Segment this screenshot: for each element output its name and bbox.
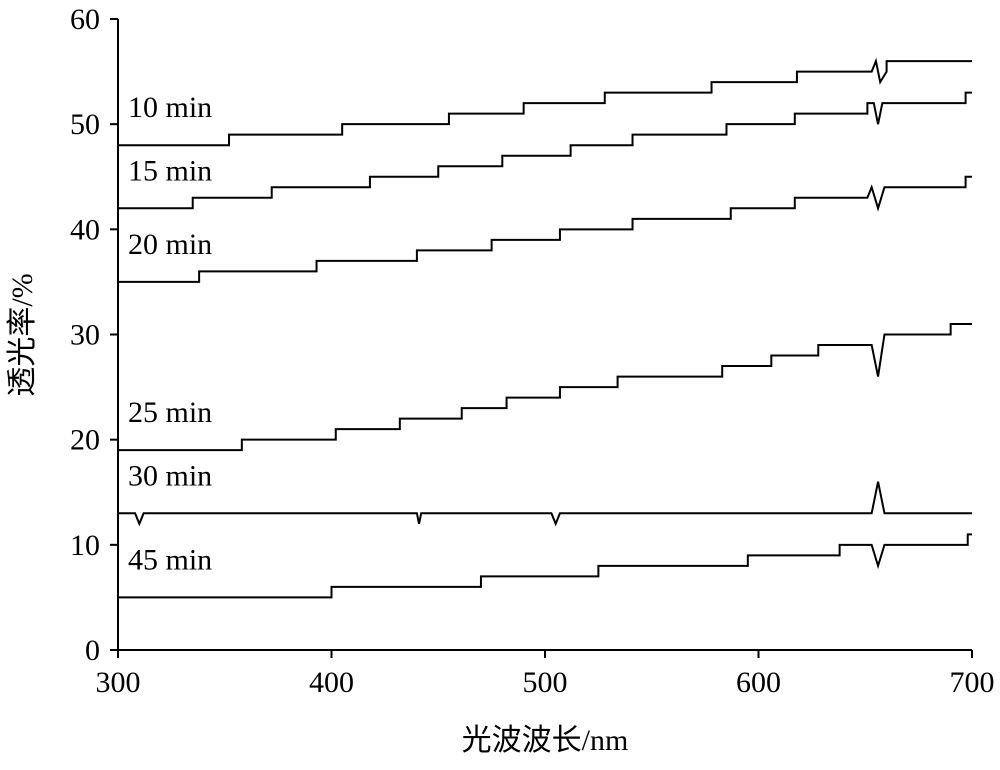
- y-tick-label: 0: [85, 634, 100, 667]
- series-label: 45 min: [128, 543, 212, 576]
- series-label: 25 min: [128, 396, 212, 429]
- series-line: [118, 481, 972, 527]
- series-label: 20 min: [128, 228, 212, 261]
- y-tick-label: 40: [70, 213, 100, 246]
- series-line: [118, 175, 972, 283]
- series-line: [118, 91, 972, 210]
- y-tick-label: 60: [70, 3, 100, 36]
- x-tick-label: 700: [950, 666, 995, 699]
- series-line: [118, 322, 972, 452]
- y-tick-label: 20: [70, 424, 100, 457]
- y-tick-label: 10: [70, 529, 100, 562]
- series-label: 10 min: [128, 91, 212, 124]
- x-axis-label: 光波波长/nm: [462, 724, 629, 757]
- series-line: [118, 533, 972, 599]
- series-label: 30 min: [128, 459, 212, 492]
- x-tick-label: 400: [309, 666, 354, 699]
- series-label: 15 min: [128, 154, 212, 187]
- y-axis-label: 透光率/%: [6, 273, 39, 396]
- x-tick-label: 600: [736, 666, 781, 699]
- y-tick-label: 50: [70, 108, 100, 141]
- x-tick-label: 500: [523, 666, 568, 699]
- series-line: [118, 57, 972, 147]
- x-tick-label: 300: [96, 666, 141, 699]
- y-tick-label: 30: [70, 319, 100, 352]
